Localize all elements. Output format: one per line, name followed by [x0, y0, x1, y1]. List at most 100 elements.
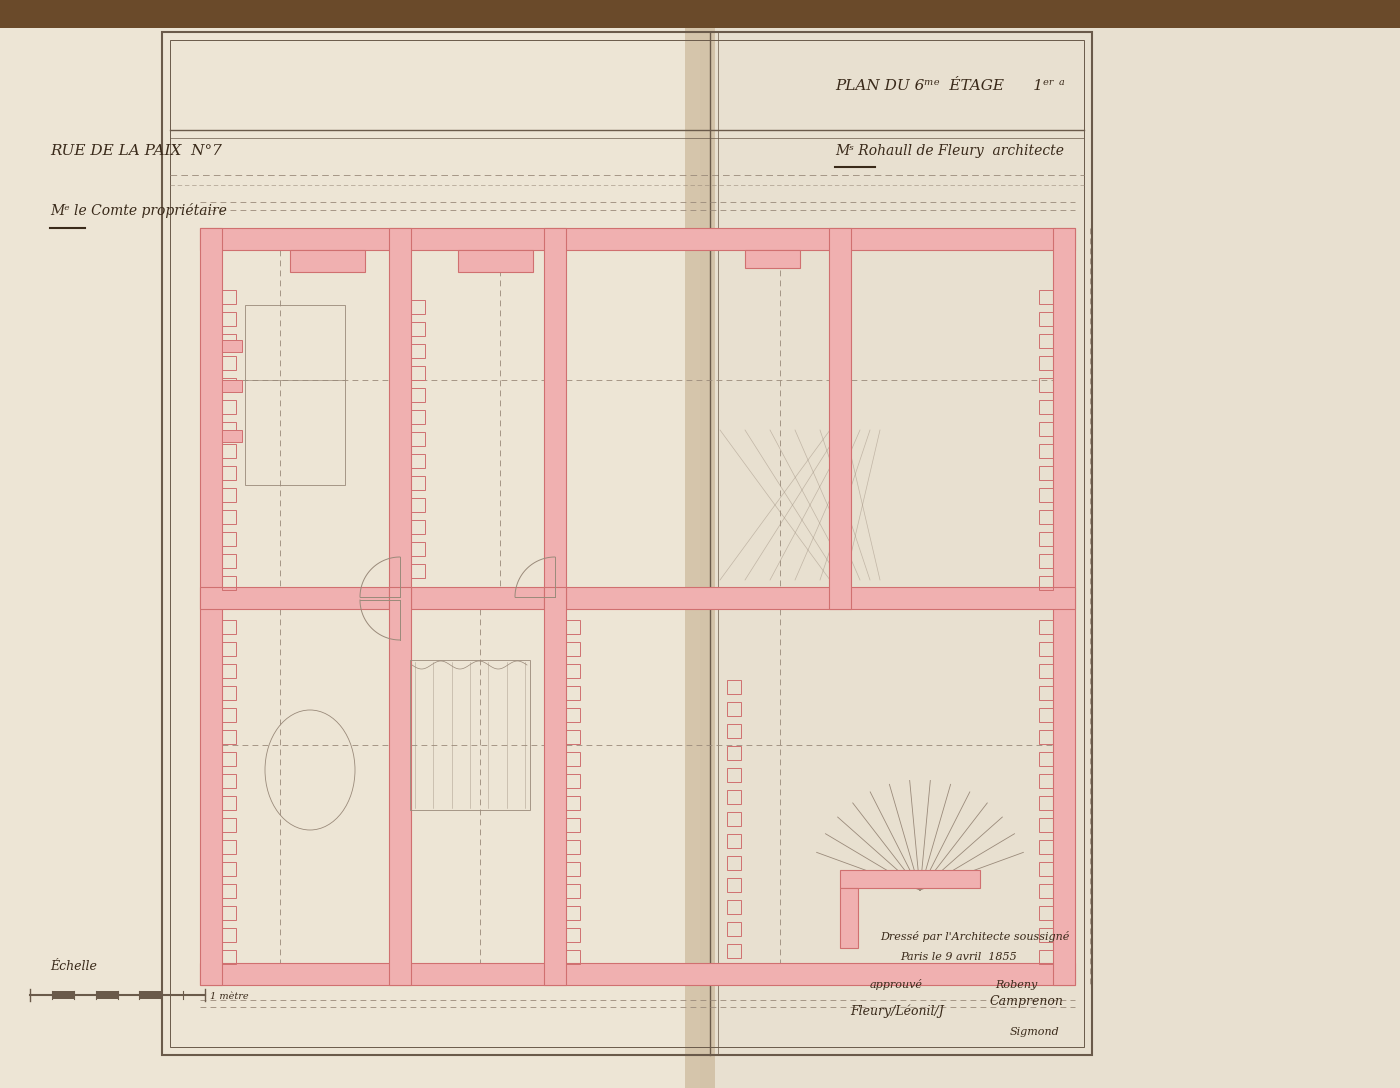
Bar [95, 991, 118, 999]
Bar [1039, 444, 1053, 458]
Text: Échelle: Échelle [50, 960, 97, 973]
Bar [223, 576, 237, 590]
Bar [290, 250, 365, 272]
Bar [685, 28, 715, 1088]
Bar [1039, 774, 1053, 788]
Bar [223, 906, 237, 920]
Bar [1039, 378, 1053, 392]
Bar [1039, 752, 1053, 766]
Bar [1039, 906, 1053, 920]
Bar [412, 498, 426, 512]
Bar [223, 339, 242, 353]
Text: Paris le 9 avril  1855: Paris le 9 avril 1855 [900, 952, 1016, 962]
Text: Fleury/Léonil/J: Fleury/Léonil/J [850, 1004, 944, 1018]
Bar [412, 520, 426, 534]
Bar [140, 991, 161, 999]
Text: RUE DE LA PAIX  N°7: RUE DE LA PAIX N°7 [50, 144, 221, 158]
Bar [169, 40, 1084, 1047]
Bar [200, 588, 1075, 609]
Bar [1053, 228, 1075, 985]
Bar [412, 300, 426, 314]
Bar [566, 840, 580, 854]
Bar [1039, 664, 1053, 678]
Bar [223, 312, 237, 326]
Bar [412, 477, 426, 490]
Bar [223, 708, 237, 722]
Bar [1039, 796, 1053, 809]
Bar [566, 774, 580, 788]
Bar [412, 542, 426, 556]
Bar [1039, 532, 1053, 546]
Bar [745, 250, 799, 268]
Bar [566, 730, 580, 744]
Bar [223, 554, 237, 568]
Bar [223, 620, 237, 634]
Bar [223, 883, 237, 898]
Bar [566, 928, 580, 942]
Bar [566, 883, 580, 898]
Bar [458, 250, 533, 272]
Bar [200, 963, 1075, 985]
Bar [727, 702, 741, 716]
Bar [223, 489, 237, 502]
Bar [566, 642, 580, 656]
Text: 1 mètre: 1 mètre [210, 992, 249, 1001]
Bar [1039, 687, 1053, 700]
Bar [200, 228, 223, 985]
Bar [52, 991, 74, 999]
Bar [1039, 489, 1053, 502]
Bar [1039, 356, 1053, 370]
Bar [412, 344, 426, 358]
Bar [1039, 708, 1053, 722]
Bar [162, 32, 1092, 1055]
Bar [0, 28, 700, 1088]
Bar [1039, 840, 1053, 854]
Bar [223, 334, 237, 348]
Bar [727, 680, 741, 694]
Bar [545, 228, 566, 609]
Bar [223, 466, 237, 480]
Bar [727, 900, 741, 914]
Bar [566, 752, 580, 766]
Bar [1039, 334, 1053, 348]
Bar [1039, 554, 1053, 568]
Bar [410, 660, 531, 809]
Bar [840, 888, 858, 948]
Bar [566, 950, 580, 964]
Bar [566, 620, 580, 634]
Bar [727, 944, 741, 959]
Bar [727, 812, 741, 826]
Bar [223, 532, 237, 546]
Bar [1039, 950, 1053, 964]
Bar [1039, 400, 1053, 415]
Bar [412, 564, 426, 578]
Bar [389, 588, 412, 985]
Bar [245, 305, 344, 485]
Bar [727, 878, 741, 892]
Bar [223, 510, 237, 524]
Bar [223, 796, 237, 809]
Bar [412, 366, 426, 380]
Text: Dressé par l'Architecte soussigné: Dressé par l'Architecte soussigné [881, 931, 1070, 942]
Bar [412, 388, 426, 401]
Bar [727, 856, 741, 870]
Bar [0, 0, 1400, 28]
Bar [566, 818, 580, 832]
Bar [223, 862, 237, 876]
Bar [566, 708, 580, 722]
Bar [223, 356, 237, 370]
Bar [1039, 290, 1053, 304]
Bar [223, 400, 237, 415]
Bar [223, 444, 237, 458]
Bar [1039, 576, 1053, 590]
Bar [223, 380, 242, 392]
Bar [566, 862, 580, 876]
Text: Mᵉ le Comte propriétaire: Mᵉ le Comte propriétaire [50, 203, 227, 218]
Bar [566, 796, 580, 809]
Bar [1039, 862, 1053, 876]
Bar [223, 664, 237, 678]
Text: Mˢ Rohaull de Fleury  architecte: Mˢ Rohaull de Fleury architecte [834, 144, 1064, 158]
Bar [223, 642, 237, 656]
Bar [412, 432, 426, 446]
Bar [223, 950, 237, 964]
